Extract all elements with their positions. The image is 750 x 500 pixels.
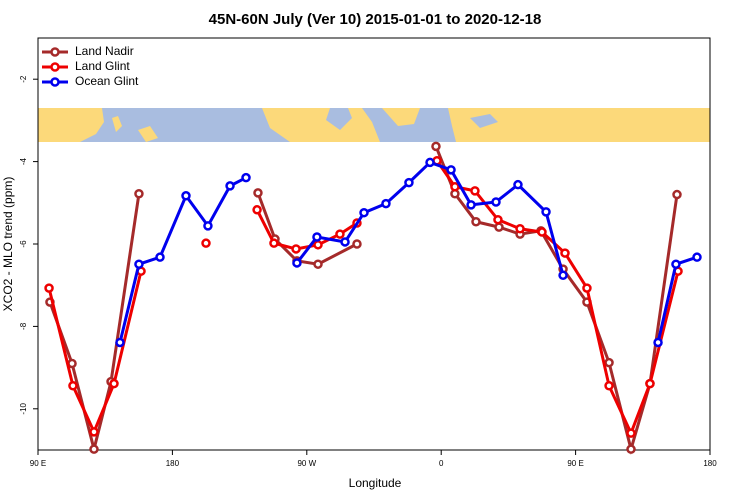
series-line [295,160,565,276]
series-line [256,192,358,266]
series-point [44,283,54,293]
series-point [340,237,350,247]
series-point [692,252,702,262]
legend-marker [50,62,60,72]
series-point [134,259,144,269]
series-point [446,165,456,175]
series-point [269,238,279,248]
series-point [109,378,119,389]
series-point [155,252,165,262]
x-tick-label: 180 [703,459,717,468]
series-point [626,444,636,454]
x-tick-label: 0 [439,459,444,468]
series-point [471,217,481,227]
chart-title: 45N-60N July (Ver 10) 2015-01-01 to 2020… [209,11,542,28]
series-point [493,214,503,225]
series-point [335,229,345,239]
series-point [68,380,78,391]
series-point [558,270,568,281]
series-point [89,427,99,437]
series-line [434,145,679,455]
x-tick-label: 90 E [567,459,583,468]
series-point [89,444,99,454]
series-point [313,259,323,269]
y-tick-label: -8 [19,322,28,330]
legend-marker [50,47,60,57]
x-tick-label: 90 E [30,459,46,468]
series-point [253,188,263,198]
series-point [352,239,362,249]
x-tick-label: 90 W [297,459,316,468]
legend-label: Land Nadir [75,44,134,58]
series-point [203,221,213,231]
series-point [470,186,480,196]
series-point [653,337,663,348]
series-point [292,258,302,268]
legend-marker [50,77,60,87]
series-point [291,244,301,254]
series-point [513,179,523,190]
y-tick-label: -10 [19,402,28,414]
series-point [252,205,262,215]
series-point [604,357,614,368]
y-axis-label: XCO2 - MLO trend (ppm) [1,177,15,312]
series-point [560,248,570,258]
y-tick-label: -4 [19,157,28,165]
series-line [47,270,143,436]
series-point [491,197,501,207]
series-point [515,224,525,234]
legend-label: Land Glint [75,59,130,73]
series-point [425,157,435,168]
series-point [181,191,191,201]
series-point [450,181,460,192]
series-point [541,207,551,217]
map-strip [38,108,710,142]
series-point [582,283,592,293]
series-point [537,227,547,237]
series-point [134,188,144,199]
series-point [359,207,369,218]
series-point [241,172,251,183]
series-point [381,198,391,209]
series-point [604,380,614,391]
series-point [626,428,636,438]
x-axis-label: Longitude [349,476,402,490]
x-tick-label: 180 [166,459,180,468]
legend-label: Ocean Glint [75,74,139,88]
series-point [672,189,682,200]
series-point [671,259,681,269]
series-point [201,238,211,248]
series-point [431,141,441,152]
series-point [225,181,235,191]
series-point [313,240,323,250]
series-point [645,378,655,389]
series-point [466,200,476,210]
series-point [312,232,322,242]
series-point [404,177,414,188]
series-point [115,337,125,348]
y-tick-label: -2 [19,75,28,83]
y-tick-label: -6 [19,240,28,248]
series-point [494,222,504,232]
